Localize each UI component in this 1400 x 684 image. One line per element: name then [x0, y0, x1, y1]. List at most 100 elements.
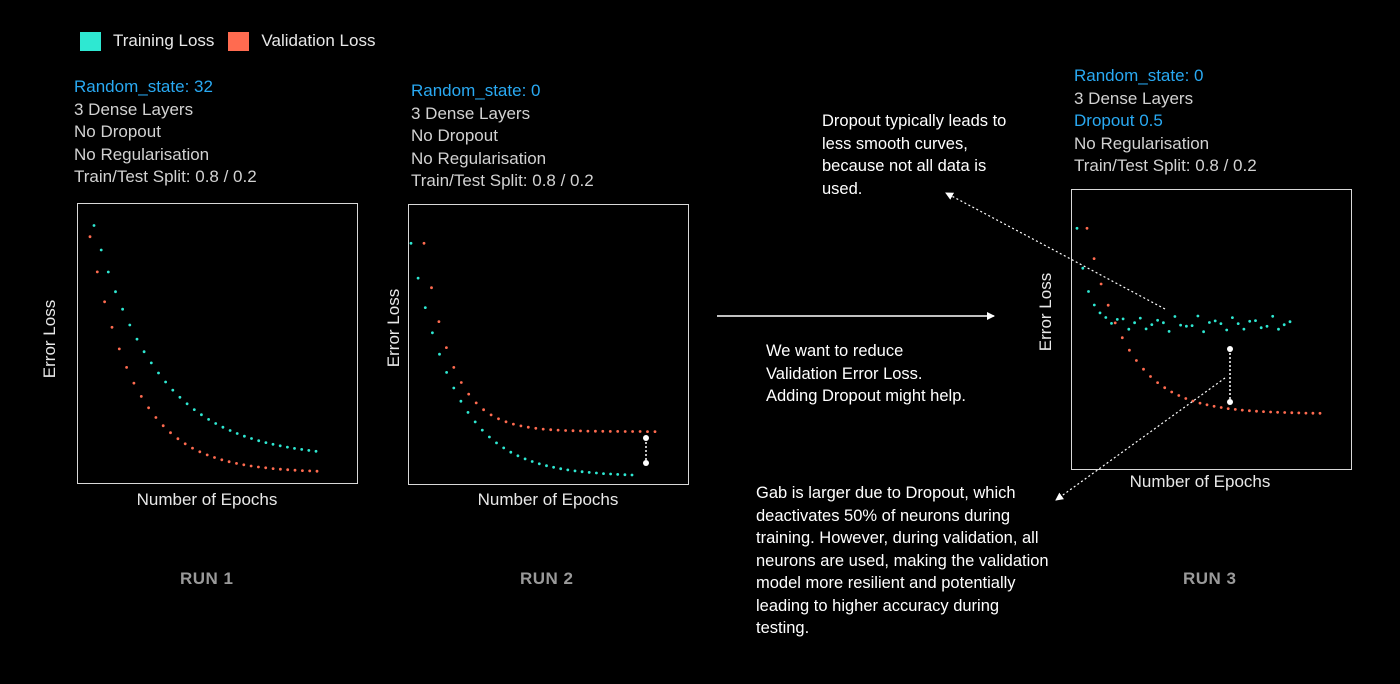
- validation-point: [1156, 381, 1159, 384]
- validation-point: [638, 430, 642, 433]
- validation-point: [1099, 282, 1103, 286]
- validation-point: [271, 467, 275, 470]
- training-point: [250, 437, 253, 440]
- training-point: [1277, 327, 1280, 331]
- training-point: [1075, 226, 1079, 230]
- validation-point: [257, 465, 260, 469]
- validation-point: [95, 270, 99, 274]
- training-point: [1265, 324, 1269, 328]
- validation-point: [88, 235, 92, 239]
- validation-point: [430, 286, 433, 290]
- config-line: Random_state: 0: [411, 81, 541, 100]
- training-point: [488, 435, 491, 439]
- training-point: [602, 472, 605, 475]
- validation-point: [631, 430, 634, 433]
- validation-point: [132, 381, 136, 385]
- training-point: [92, 224, 96, 227]
- validation-point: [220, 458, 224, 462]
- training-point: [1162, 321, 1165, 325]
- validation-point: [264, 466, 268, 470]
- training-point: [1190, 324, 1194, 327]
- validation-point: [512, 422, 515, 426]
- run2-config: Random_state: 0 3 Dense Layers No Dropout N…: [411, 80, 594, 193]
- training-point: [1104, 316, 1108, 319]
- validation-point: [526, 425, 530, 429]
- config-line: No Regularisation: [74, 144, 210, 164]
- training-point: [630, 473, 634, 477]
- run3-xlabel: Number of Epochs: [1129, 472, 1271, 491]
- validation-point: [504, 420, 508, 424]
- training-point: [185, 402, 189, 406]
- training-point: [616, 473, 620, 476]
- training-point: [1208, 321, 1211, 324]
- run3-config: Random_state: 0 3 Dense Layers Dropout 0.5…: [1074, 65, 1257, 178]
- validation-point: [301, 469, 304, 472]
- legend-label-validation: Validation Loss: [261, 31, 376, 50]
- validation-point: [227, 460, 231, 464]
- gap-note-arrow: [1055, 377, 1226, 501]
- training-point: [545, 464, 548, 468]
- legend-label-training: Training Loss: [113, 31, 215, 50]
- validation-point: [571, 429, 575, 433]
- training-point: [1185, 324, 1188, 328]
- validation-point: [422, 241, 426, 245]
- validation-point: [519, 424, 523, 428]
- validation-point: [1297, 411, 1301, 415]
- training-point: [178, 395, 182, 399]
- training-point: [1138, 316, 1142, 320]
- training-swatch: [80, 31, 101, 51]
- training-point: [128, 323, 132, 327]
- training-point: [142, 350, 146, 354]
- config-line: Train/Test Split: 0.8 / 0.2: [411, 171, 594, 190]
- validation-point: [279, 467, 282, 471]
- training-point: [473, 420, 477, 424]
- training-point: [192, 408, 196, 411]
- training-point: [573, 469, 577, 473]
- validation-point: [1269, 410, 1272, 414]
- training-point: [1179, 323, 1182, 327]
- training-point: [1259, 326, 1263, 330]
- training-point: [537, 462, 541, 466]
- training-point: [114, 290, 117, 294]
- training-point: [566, 468, 570, 472]
- validation-point: [191, 446, 194, 450]
- validation-point: [139, 395, 143, 398]
- run2-gap-dot-bottom: [643, 460, 649, 466]
- note-reduce-loss: We want to reduce Validation Error Loss.…: [766, 342, 966, 405]
- legend-item-validation: Validation Loss: [228, 31, 375, 51]
- training-point: [552, 465, 555, 469]
- training-point: [235, 432, 239, 435]
- training-point: [243, 434, 246, 438]
- training-point: [207, 418, 211, 421]
- training-point: [445, 371, 448, 374]
- run1-plot-frame: [77, 203, 358, 484]
- training-point: [523, 457, 527, 461]
- validation-point: [1283, 411, 1287, 414]
- training-point: [171, 388, 175, 392]
- training-point: [1081, 266, 1085, 270]
- validation-point: [1248, 409, 1251, 413]
- validation-point: [482, 408, 485, 412]
- run3-gap-dot-top: [1227, 346, 1233, 352]
- validation-point: [608, 430, 612, 433]
- training-point: [1115, 318, 1119, 321]
- validation-point: [1085, 226, 1089, 230]
- training-point: [1167, 330, 1171, 333]
- validation-point: [1092, 257, 1096, 260]
- training-point: [257, 439, 261, 443]
- config-line: No Regularisation: [1074, 133, 1210, 153]
- training-point: [502, 446, 506, 450]
- run1-config: Random_state: 32 3 Dense Layers No Dropout…: [74, 76, 257, 189]
- config-line: No Regularisation: [411, 148, 547, 168]
- training-point: [580, 470, 584, 474]
- validation-point: [452, 366, 456, 369]
- training-point: [314, 449, 318, 453]
- validation-point: [1128, 348, 1131, 352]
- validation-point: [286, 468, 290, 472]
- validation-point: [445, 346, 448, 349]
- run3-gap-dot-bottom: [1227, 399, 1233, 405]
- validation-point: [1276, 410, 1279, 414]
- run2-title: RUN 2: [520, 569, 574, 588]
- validation-point: [534, 426, 538, 430]
- validation-point: [169, 431, 172, 435]
